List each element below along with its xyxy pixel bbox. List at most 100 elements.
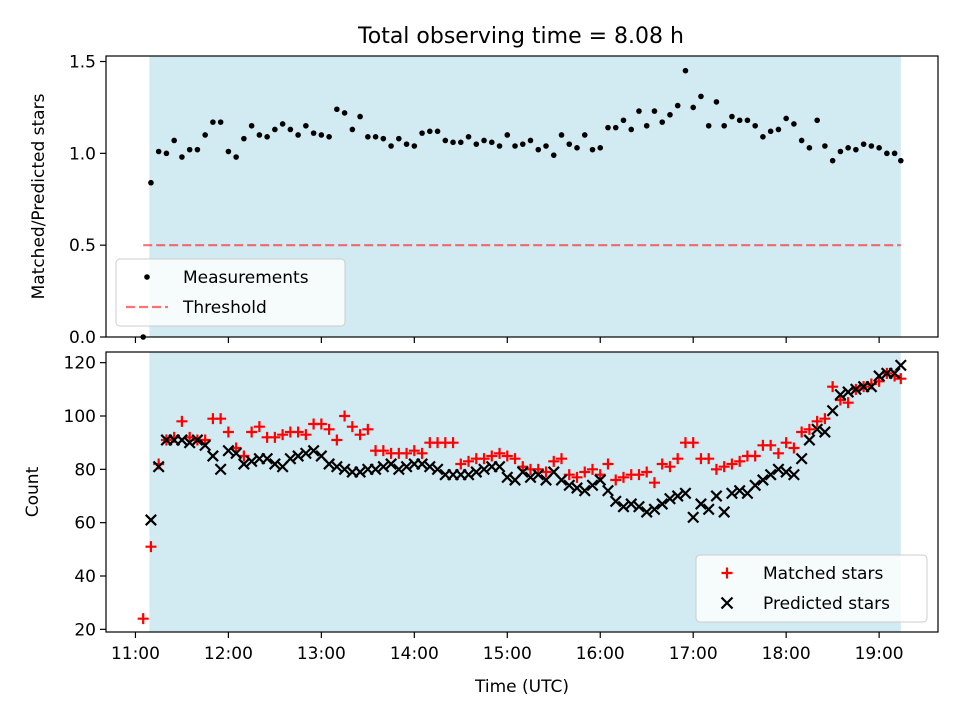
measurement-point (295, 132, 301, 138)
legend-predicted-label: Predicted stars (763, 594, 890, 614)
predicted-star-point (199, 439, 212, 452)
matched-star-point (463, 455, 475, 467)
y-tick-label: 20 (74, 620, 96, 640)
measurement-point (341, 110, 348, 116)
predicted-star-point (594, 474, 607, 486)
predicted-star-point (679, 487, 692, 500)
predicted-star-point (183, 436, 196, 449)
measurement-point (744, 117, 751, 124)
matched-star-point (323, 423, 335, 435)
measurement-point (736, 117, 743, 124)
y-tick-label: 40 (74, 567, 96, 587)
measurement-point (643, 122, 650, 129)
matched-star-point (734, 455, 746, 467)
predicted-star-point (849, 383, 862, 396)
measurement-point (535, 146, 542, 153)
measurement-point (682, 67, 689, 74)
measurement-point (659, 119, 666, 125)
y-tick-label: 0.0 (69, 328, 96, 348)
x-tick-label: 19:00 (855, 644, 904, 664)
measurement-point (434, 128, 441, 135)
legend-matched-label: Matched stars (763, 564, 883, 584)
predicted-star-point (354, 466, 367, 478)
predicted-star-point (571, 482, 583, 494)
measurement-point (241, 135, 247, 142)
measurement-point (512, 143, 518, 149)
y-tick-label: 80 (74, 460, 96, 480)
predicted-star-point (578, 484, 591, 497)
predicted-star-point (377, 460, 390, 473)
matched-star-point (641, 466, 653, 478)
matched-star-point (687, 437, 699, 449)
predicted-star-point (191, 434, 204, 446)
measurement-point (357, 113, 363, 120)
y-axis-label: Count (23, 466, 43, 517)
measurement-point (721, 122, 727, 129)
measurement-point (179, 154, 185, 160)
measurement-point (481, 137, 487, 144)
matched-star-point (765, 439, 777, 451)
measurement-point (898, 157, 904, 164)
legend-measurement-marker (144, 274, 150, 280)
measurement-point (806, 145, 813, 151)
predicted-star-point (772, 463, 785, 476)
measurement-point (558, 132, 565, 138)
matched-star-point (811, 415, 823, 427)
measurement-point (310, 130, 317, 136)
predicted-star-point (710, 490, 723, 502)
legend-predicted-marker (720, 596, 734, 610)
matched-star-point (664, 461, 676, 473)
measurement-point (264, 134, 270, 140)
matched-star-point (656, 458, 668, 470)
matched-star-point (672, 453, 684, 465)
measurement-point (163, 150, 170, 157)
legend-box (695, 554, 928, 623)
matched-star-point (377, 445, 389, 457)
legend-measurements-label: Measurements (183, 268, 309, 288)
measurement-point (876, 145, 882, 151)
predicted-star-point (749, 479, 762, 492)
measurement-point (574, 145, 580, 151)
predicted-star-point (640, 506, 653, 518)
matched-star-point (246, 426, 258, 438)
matched-star-point (300, 429, 312, 441)
predicted-star-point (795, 452, 808, 465)
predicted-star-point (586, 479, 599, 492)
measurement-point (303, 122, 309, 129)
plot-frame (105, 351, 939, 633)
matched-star-point (648, 477, 660, 489)
measurement-point (527, 137, 534, 144)
measurement-point (365, 134, 371, 140)
matched-star-point (772, 447, 784, 459)
y-tick-label: 100 (64, 407, 96, 427)
matched-star-point (780, 437, 792, 449)
measurement-point (349, 126, 356, 133)
measurement-point (334, 106, 340, 113)
matched-star-point (501, 450, 513, 462)
measurement-point (496, 143, 503, 149)
x-tick-label: 17:00 (669, 644, 718, 664)
predicted-star-point (648, 503, 661, 516)
measurement-point (884, 150, 890, 157)
measurement-point (667, 111, 673, 118)
measurement-point (860, 141, 867, 147)
matched-star-point (478, 453, 490, 465)
predicted-star-point (602, 484, 614, 497)
predicted-star-point (501, 471, 514, 484)
predicted-star-point (175, 434, 188, 446)
measurement-point (705, 122, 712, 129)
predicted-star-point (656, 498, 669, 510)
predicted-star-point (369, 463, 382, 476)
measurement-point (674, 102, 681, 109)
predicted-star-point (756, 474, 769, 486)
plot-frame (105, 55, 939, 338)
predicted-star-point (834, 388, 847, 401)
predicted-star-point (625, 498, 638, 510)
predicted-star-point (687, 511, 700, 524)
matched-star-point (532, 463, 544, 475)
measurement-point (729, 113, 735, 120)
y-axis-label: Matched/Predicted stars (29, 93, 49, 299)
y-tick-label: 120 (64, 354, 96, 374)
matched-star-point (199, 434, 211, 446)
